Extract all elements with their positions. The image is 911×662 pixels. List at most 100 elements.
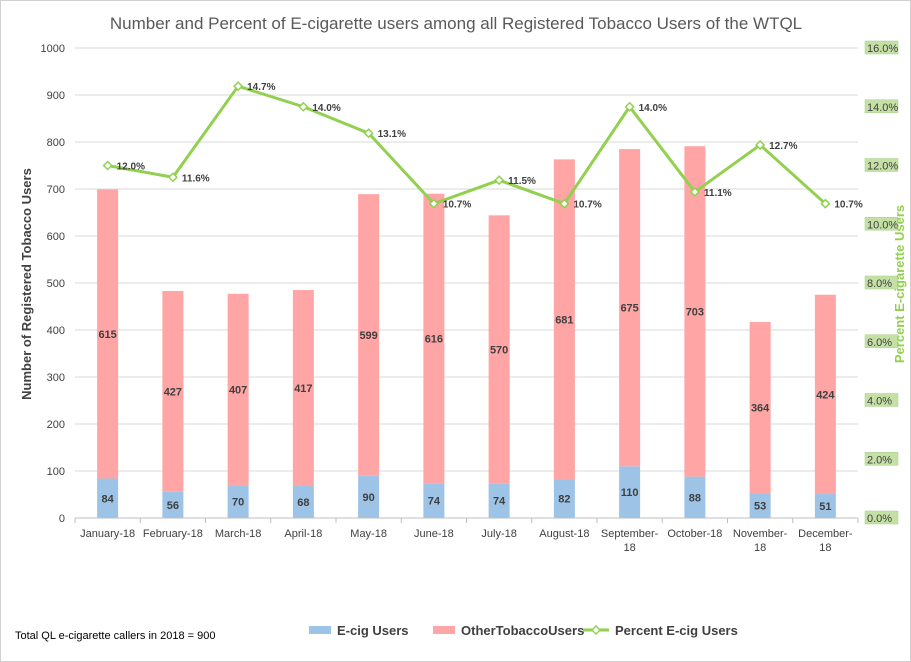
x-tick-label: 18 [754,542,766,554]
x-tick-label: 18 [624,542,636,554]
y2-tick-box [864,393,899,407]
y-tick-label: 0 [59,513,65,525]
other-value-label: 417 [294,383,312,395]
percent-marker [233,81,244,92]
ecig-value-label: 68 [297,497,309,509]
x-tick-label: July-18 [481,528,516,540]
y-tick-label: 800 [47,137,65,149]
bar-ecig-users [292,486,314,518]
ecig-value-label: 90 [363,492,375,504]
y2-tick-box [864,217,899,231]
ecig-value-label: 84 [102,493,115,505]
y-tick-label: 700 [47,184,65,196]
bar-other-tobacco-users [553,159,575,480]
x-tick-label: March-18 [215,528,261,540]
bar-other-tobacco-users [423,193,445,484]
ecig-value-label: 82 [558,494,570,506]
y2-tick-box [864,275,899,290]
legend-marker [590,624,602,636]
other-value-label: 616 [425,333,443,345]
legend-swatch [309,626,331,634]
bar-ecig-users [358,475,380,518]
percent-line [102,81,831,209]
other-value-label: 364 [751,403,770,415]
x-tick-label: May-18 [350,528,387,540]
legend-label: OtherTobaccoUsers [461,623,584,638]
y-tick-label: 900 [47,90,65,102]
y2-axis-title: Percent E-cigarette Users [892,205,907,363]
percent-value-label: 10.7% [834,200,862,211]
y-tick-label: 1000 [41,43,65,55]
x-tick-label: October-18 [667,528,722,540]
percent-value-label: 10.7% [443,200,471,211]
bar-other-tobacco-users [97,189,119,479]
percent-marker [167,172,178,183]
percent-value-label: 12.0% [117,162,145,173]
other-value-label: 675 [620,303,638,315]
bar-ecig-users [227,485,249,518]
y2-tick-box [864,158,899,172]
bar-other-tobacco-users [619,149,641,467]
y2-tick-box [864,452,899,466]
percent-value-label: 11.1% [704,188,732,199]
percent-marker [820,198,831,209]
data-labels: 84 615 56 427 70 407 68 417 90 599 74 616 74 570 82 681… [98,82,862,513]
percent-marker [102,160,113,171]
percent-value-label: 14.0% [639,103,667,114]
legend: E-cig Users OtherTobaccoUsers Percent E-ci… [309,623,738,638]
other-value-label: 424 [816,389,835,401]
percent-value-label: 12.7% [769,141,797,152]
x-tick-label: April-18 [284,528,322,540]
x-tick-label: November- [733,528,788,540]
x-tick-label: January-18 [80,528,135,540]
ecig-value-label: 56 [167,500,179,512]
y-tick-label: 200 [47,419,65,431]
percent-line-path [107,84,827,206]
bar-other-tobacco-users [227,293,249,486]
y2-tick-label: 8.0% [867,278,892,290]
bar-ecig-users [749,493,771,518]
other-value-label: 427 [164,386,182,398]
percent-marker [559,198,570,209]
percent-value-label: 13.1% [378,129,406,140]
bar-ecig-users [814,494,836,518]
ecig-value-label: 74 [493,496,506,508]
chart-title: Number and Percent of E-cigarette users … [110,14,802,33]
bar-ecig-users [488,483,510,518]
x-tick-label: February-18 [143,528,203,540]
percent-marker [298,101,309,112]
gridlines [75,47,858,519]
legend-label: Percent E-cig Users [615,623,738,638]
bar-other-tobacco-users [684,146,706,477]
legend-swatch [433,626,455,634]
ecig-value-label: 70 [232,497,244,509]
y-axis-title: Number of Registered Tobacco Users [19,168,34,400]
bar-ecig-users [619,466,641,518]
y2-tick-label: 6.0% [867,337,892,349]
other-value-label: 570 [490,344,508,356]
x-tick-label: December- [798,528,853,540]
y-tick-label: 400 [47,325,65,337]
bar-other-tobacco-users [162,290,184,492]
percent-value-label: 10.7% [573,200,601,211]
x-tick-label: August-18 [539,528,589,540]
bar-other-tobacco-users [488,215,510,484]
other-value-label: 615 [98,329,116,341]
y2-tick-label: 4.0% [867,396,892,408]
other-value-label: 703 [686,306,704,318]
x-tick-label: 18 [819,542,831,554]
y-tick-label: 500 [47,278,65,290]
y-tick-label: 100 [47,466,65,478]
other-value-label: 407 [229,384,247,396]
percent-marker [363,128,374,139]
percent-value-label: 11.6% [182,173,210,184]
bar-other-tobacco-users [814,294,836,495]
y-tick-label: 600 [47,231,65,243]
percent-marker [494,175,505,186]
y2-tick-label: 0.0% [867,513,892,525]
y2-tick-label: 10.0% [867,219,898,231]
ecig-value-label: 74 [428,496,441,508]
ecig-value-label: 51 [819,501,831,513]
x-tick-label: September- [601,528,659,540]
